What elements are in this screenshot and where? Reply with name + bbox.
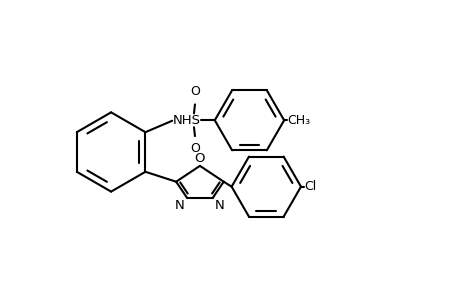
Text: Cl: Cl: [303, 180, 315, 193]
Text: CH₃: CH₃: [286, 114, 309, 127]
Text: O: O: [194, 152, 205, 165]
Text: O: O: [190, 85, 200, 98]
Text: O: O: [190, 142, 200, 155]
Text: N: N: [214, 199, 224, 212]
Text: NHS: NHS: [173, 114, 201, 127]
Text: N: N: [175, 199, 185, 212]
